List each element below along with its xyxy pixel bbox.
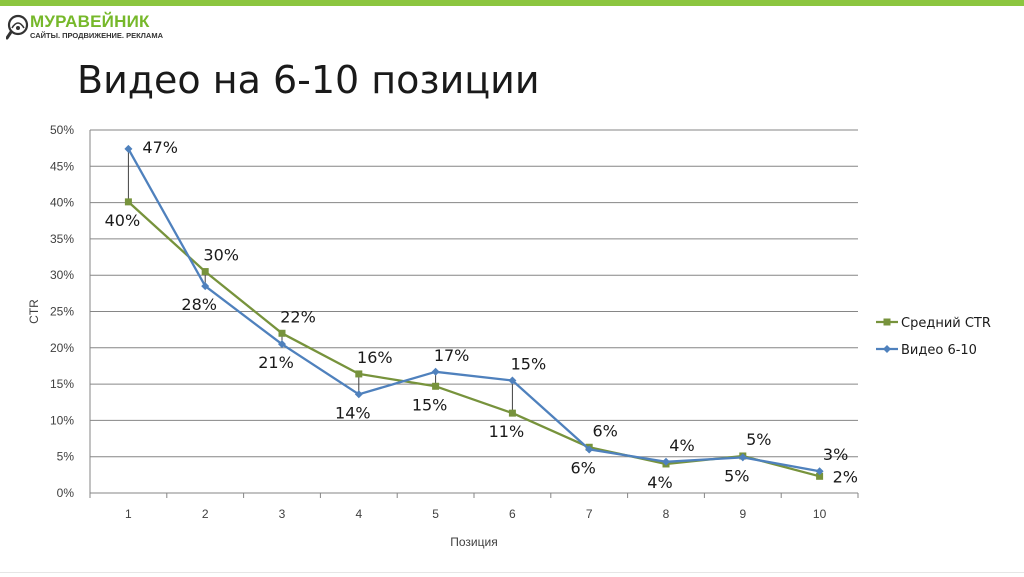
y-tick-label: 0% [57,486,75,500]
data-label: 21% [258,353,294,372]
data-label: 5% [746,430,771,449]
x-tick-label: 8 [663,507,670,521]
data-label: 16% [357,348,393,367]
x-tick-label: 9 [739,507,746,521]
brand-logo: МУРАВЕЙНИК САЙТЫ. ПРОДВИЖЕНИЕ. РЕКЛАМА [6,9,206,43]
data-label: 22% [280,307,316,326]
data-point-diamond [738,453,747,462]
data-point-diamond [431,367,440,376]
slide-title: Видео на 6-10 позиции [77,58,540,102]
data-point-square [816,472,824,480]
x-tick-label: 10 [813,507,827,521]
data-point-square [278,329,286,337]
chart-legend: Средний CTR Видео 6-10 [876,316,991,358]
x-axis-title: Позиция [450,535,497,549]
data-point-diamond [278,340,286,349]
data-label: 40% [105,211,141,230]
data-label: 30% [203,246,239,265]
data-point-square [124,198,132,206]
series-line-2 [127,148,820,473]
data-label: 6% [593,421,618,440]
x-tick-label: 5 [432,507,439,521]
y-tick-label: 25% [50,305,74,319]
data-point-square [508,409,516,417]
data-label: 11% [489,422,525,441]
x-tick-label: 7 [586,507,593,521]
chart-axes: 0% 5% 10% 15% 20% 25% 30% 35% 40% 45% 50% 1 2 3 4 5 6 7 8 9… [27,123,859,549]
y-tick-label: 45% [50,159,74,173]
legend-marker-diamond [883,345,891,353]
legend-label-1: Средний CTR [901,316,991,331]
data-label: 14% [335,403,371,422]
series-line-1 [127,201,820,478]
y-axis-title: CTR [27,299,41,324]
top-accent-bar [0,0,1024,6]
y-tick-label: 50% [50,123,74,137]
data-point-diamond [508,376,517,385]
data-label: 47% [142,138,178,157]
x-tick-label: 6 [509,507,516,521]
y-tick-label: 40% [50,196,74,210]
data-label: 15% [412,395,448,414]
chart-series [124,144,824,480]
data-point-diamond [662,457,670,466]
data-label: 4% [647,473,672,492]
x-tick-label: 3 [279,507,286,521]
data-point-diamond [585,445,594,454]
chart-gridlines [90,129,858,458]
data-label: 5% [724,466,749,485]
data-label: 6% [571,458,596,477]
y-tick-label: 35% [50,232,74,246]
data-point-diamond [124,144,133,153]
data-label: 15% [511,354,547,373]
x-tick-label: 1 [125,507,132,521]
data-label: 17% [434,346,470,365]
y-tick-label: 5% [57,450,75,464]
brand-name: МУРАВЕЙНИК [30,12,150,31]
bottom-divider [0,572,1024,573]
data-point-diamond [815,467,824,476]
brand-tagline: САЙТЫ. ПРОДВИЖЕНИЕ. РЕКЛАМА [30,31,163,40]
data-point-diamond [354,390,363,399]
x-tick-label: 2 [202,507,209,521]
chart-data-labels: 47% 40% 30% 28% 22% 21% 16% 14% 17% 15% 15% 11% 6% 6%… [105,138,858,492]
data-label: 4% [669,436,694,455]
magnifier-logo-icon [6,14,29,40]
data-point-square [201,268,209,276]
x-tick-label: 4 [355,507,362,521]
y-tick-label: 20% [50,341,74,355]
data-point-square [355,370,363,378]
y-tick-label: 15% [50,377,74,391]
y-tick-label: 30% [50,268,74,282]
legend-label-2: Видео 6-10 [901,343,977,358]
data-point-diamond [201,282,210,291]
legend-marker-square [883,318,891,326]
data-label: 28% [181,295,217,314]
data-label: 3% [823,445,848,464]
data-point-square [432,382,440,390]
data-label: 2% [833,467,858,486]
y-tick-label: 10% [50,413,74,427]
